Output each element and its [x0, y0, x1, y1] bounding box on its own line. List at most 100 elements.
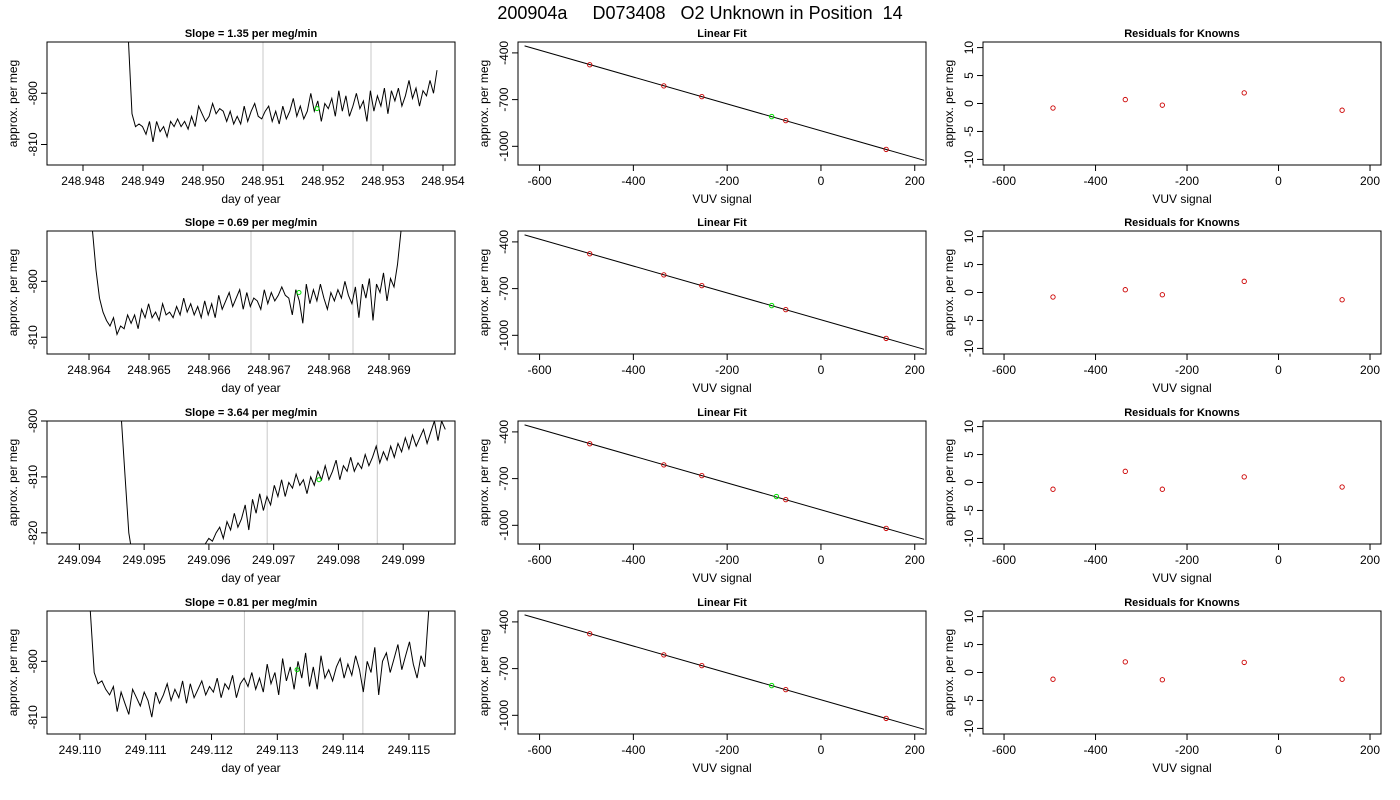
plot-frame: [517, 230, 927, 355]
x-tick-label: 200: [1360, 363, 1380, 377]
series-line: [86, 611, 430, 718]
time-series-1-panel: Slope = 1.35 per meg/min day of year appro…: [6, 28, 465, 206]
plot-frame: [517, 420, 927, 545]
series-line: [89, 231, 402, 337]
x-tick-label: 0: [818, 743, 825, 757]
x-tick-label: 248.967: [247, 363, 291, 377]
x-tick-label: -600: [992, 553, 1016, 567]
x-tick-label: 200: [1360, 174, 1380, 188]
known-point: [1159, 102, 1165, 108]
linear-fit-4-panel: Linear Fit VUV signal approx. per meg -600 -…: [477, 597, 927, 775]
x-tick-label: 249.110: [59, 743, 102, 757]
y-tick-label: 5: [962, 641, 976, 648]
plot-frame: [46, 41, 456, 166]
known-point: [1241, 474, 1247, 480]
linear-fit-3-panel: Linear Fit VUV signal approx. per meg -600 -…: [477, 407, 927, 585]
known-point: [1339, 484, 1345, 490]
known-point: [883, 525, 889, 532]
y-tick-label: -820: [26, 520, 40, 544]
fit-line: [524, 45, 925, 161]
plot-frame: [517, 41, 927, 166]
y-tick-label: -810: [26, 132, 40, 156]
known-point: [1050, 294, 1056, 300]
known-point: [661, 83, 667, 89]
known-point: [1339, 297, 1345, 303]
y-tick-label: -10: [962, 529, 976, 547]
known-point: [783, 117, 789, 124]
x-tick-label: 0: [1275, 363, 1282, 377]
x-axis-label: VUV signal: [1152, 192, 1211, 206]
x-tick-label: 0: [818, 553, 825, 567]
x-tick-label: 249.114: [322, 743, 365, 757]
x-tick-label: 249.112: [190, 743, 233, 757]
x-tick-label: -400: [621, 553, 645, 567]
x-tick-label: 249.098: [317, 553, 361, 567]
plot-frame: [982, 230, 1382, 355]
panel-title: Residuals for Knowns: [1124, 217, 1240, 229]
y-tick-label: -700: [497, 87, 511, 111]
x-tick-label: -200: [715, 553, 739, 567]
plot-area: [89, 231, 402, 354]
x-tick-label: 0: [1275, 553, 1282, 567]
x-axis-label: VUV signal: [692, 571, 751, 585]
y-axis-label: approx. per meg: [942, 60, 956, 147]
x-tick-label: -600: [992, 743, 1016, 757]
unknown-marker: [316, 477, 322, 483]
x-axis-label: day of year: [221, 381, 280, 395]
plot-area: [125, 42, 438, 165]
residuals-2-panel: Residuals for Knowns VUV signal approx. pe…: [942, 217, 1382, 395]
x-tick-label: 0: [1275, 174, 1282, 188]
x-tick-label: -200: [1175, 363, 1199, 377]
x-tick-label: 200: [905, 743, 925, 757]
known-point: [587, 631, 593, 637]
plot-area: [524, 424, 925, 540]
plot-area: [1050, 278, 1345, 303]
known-point: [1122, 468, 1128, 474]
x-tick-label: -200: [715, 174, 739, 188]
known-point: [783, 496, 789, 503]
residuals-4-panel: Residuals for Knowns VUV signal approx. pe…: [942, 597, 1382, 775]
y-axis-label: approx. per meg: [6, 439, 20, 526]
known-point: [1241, 659, 1247, 666]
fit-line: [524, 614, 925, 730]
x-tick-label: 249.094: [58, 553, 102, 567]
x-tick-label: 248.964: [67, 363, 111, 377]
x-tick-label: -400: [621, 743, 645, 757]
residuals-3-panel: Residuals for Knowns VUV signal approx. pe…: [942, 407, 1382, 585]
y-tick-label: 10: [962, 41, 976, 55]
plot-frame: [46, 420, 456, 545]
y-axis-label: approx. per meg: [477, 249, 491, 336]
panel-title: Linear Fit: [697, 597, 747, 609]
y-tick-label: -700: [497, 466, 511, 490]
x-tick-label: 0: [818, 174, 825, 188]
plot-area: [1050, 468, 1345, 492]
plot-area: [524, 234, 925, 350]
y-tick-label: -400: [497, 41, 511, 65]
y-tick-label: 0: [962, 289, 976, 296]
known-point: [661, 652, 667, 658]
x-tick-label: 249.099: [381, 553, 425, 567]
known-point: [883, 146, 889, 153]
known-point: [783, 686, 789, 693]
plot-frame: [46, 610, 456, 735]
panel-title: Residuals for Knowns: [1124, 28, 1240, 40]
linear-fit-1-panel: Linear Fit VUV signal approx. per meg -600 -…: [477, 28, 927, 206]
x-tick-label: 249.096: [187, 553, 231, 567]
y-axis-label: approx. per meg: [942, 439, 956, 526]
y-tick-label: -400: [497, 230, 511, 254]
panel-title: Linear Fit: [697, 28, 747, 40]
x-axis-label: VUV signal: [692, 381, 751, 395]
y-tick-label: 0: [962, 100, 976, 107]
y-axis-label: approx. per meg: [477, 629, 491, 716]
fit-line: [524, 424, 925, 540]
x-axis-label: VUV signal: [1152, 761, 1211, 775]
x-tick-label: 248.966: [187, 363, 231, 377]
known-point: [1159, 292, 1165, 298]
x-axis-label: VUV signal: [1152, 381, 1211, 395]
y-tick-label: 10: [962, 230, 976, 244]
known-point: [661, 462, 667, 468]
panel-title: Slope = 1.35 per meg/min: [185, 28, 318, 40]
y-tick-label: -5: [962, 126, 976, 137]
known-point: [587, 62, 593, 68]
